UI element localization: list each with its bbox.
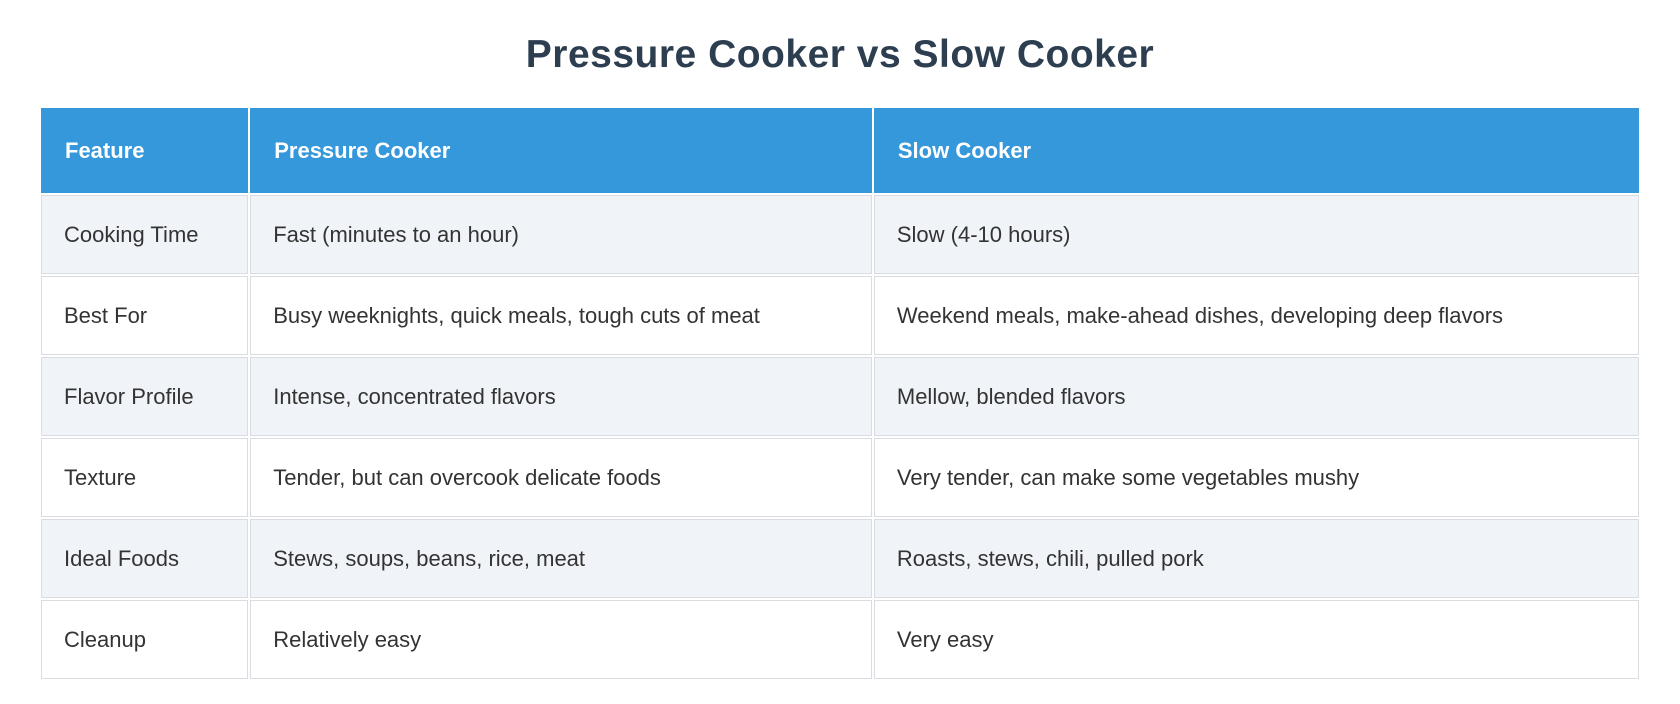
feature-cell: Flavor Profile: [41, 357, 249, 436]
header-row: Feature Pressure Cooker Slow Cooker: [41, 108, 1639, 193]
slow-cooker-cell: Very easy: [873, 600, 1639, 679]
pressure-cooker-cell: Fast (minutes to an hour): [250, 195, 872, 274]
table-header: Feature Pressure Cooker Slow Cooker: [41, 108, 1639, 193]
table-row-cooking-time: Cooking Time Fast (minutes to an hour) S…: [41, 195, 1639, 274]
pressure-cooker-cell: Intense, concentrated flavors: [250, 357, 872, 436]
pressure-cooker-cell: Stews, soups, beans, rice, meat: [250, 519, 872, 598]
pressure-cooker-cell: Relatively easy: [250, 600, 872, 679]
slow-cooker-cell: Slow (4-10 hours): [873, 195, 1639, 274]
slow-cooker-cell: Mellow, blended flavors: [873, 357, 1639, 436]
feature-cell: Best For: [41, 276, 249, 355]
pressure-cooker-cell: Busy weeknights, quick meals, tough cuts…: [250, 276, 872, 355]
comparison-table: Feature Pressure Cooker Slow Cooker Cook…: [39, 106, 1641, 681]
slow-cooker-cell: Roasts, stews, chili, pulled pork: [873, 519, 1639, 598]
feature-cell: Cleanup: [41, 600, 249, 679]
slow-cooker-cell: Very tender, can make some vegetables mu…: [873, 438, 1639, 517]
feature-cell: Texture: [41, 438, 249, 517]
feature-cell: Ideal Foods: [41, 519, 249, 598]
column-header-pressure-cooker: Pressure Cooker: [250, 108, 872, 193]
table-row-texture: Texture Tender, but can overcook delicat…: [41, 438, 1639, 517]
column-header-feature: Feature: [41, 108, 249, 193]
table-row-cleanup: Cleanup Relatively easy Very easy: [41, 600, 1639, 679]
column-header-slow-cooker: Slow Cooker: [873, 108, 1639, 193]
feature-cell: Cooking Time: [41, 195, 249, 274]
pressure-cooker-cell: Tender, but can overcook delicate foods: [250, 438, 872, 517]
slow-cooker-cell: Weekend meals, make-ahead dishes, develo…: [873, 276, 1639, 355]
table-body: Cooking Time Fast (minutes to an hour) S…: [41, 195, 1639, 679]
table-row-ideal-foods: Ideal Foods Stews, soups, beans, rice, m…: [41, 519, 1639, 598]
page-title: Pressure Cooker vs Slow Cooker: [525, 33, 1155, 76]
table-row-best-for: Best For Busy weeknights, quick meals, t…: [41, 276, 1639, 355]
table-row-flavor-profile: Flavor Profile Intense, concentrated fla…: [41, 357, 1639, 436]
